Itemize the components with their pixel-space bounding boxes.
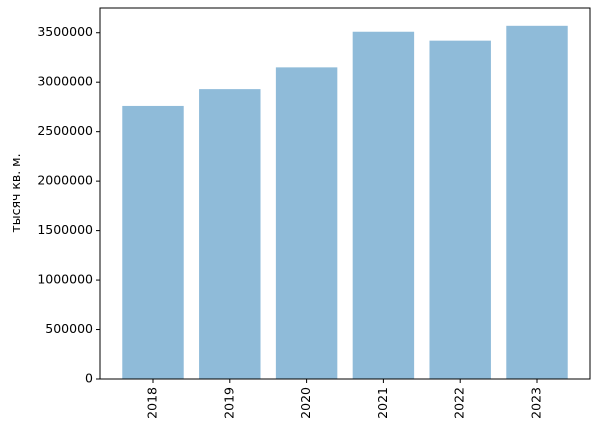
y-tick-label: 3000000: [37, 74, 93, 89]
y-tick-label: 3500000: [37, 24, 93, 39]
plot-frame: [99, 7, 591, 380]
bar: [122, 105, 184, 379]
y-axis-label: тысяч кв. м.: [8, 153, 23, 232]
bar: [199, 89, 261, 379]
x-tick-label: 2021: [375, 387, 390, 419]
y-tick-label: 1500000: [37, 222, 93, 237]
y-tick-label: 2000000: [37, 173, 93, 188]
bar: [429, 40, 491, 379]
x-tick-label: 2023: [529, 387, 544, 419]
x-tick-label: 2022: [452, 387, 467, 419]
y-tick-label: 500000: [45, 321, 93, 336]
y-tick-label: 2500000: [37, 123, 93, 138]
x-tick-label: 2020: [298, 387, 313, 419]
y-tick-label: 1000000: [37, 272, 93, 287]
bar: [275, 67, 338, 380]
bar: [506, 25, 568, 379]
bar: [352, 31, 415, 380]
y-tick-label: 0: [85, 371, 93, 386]
x-tick-label: 2019: [221, 387, 236, 419]
x-tick-label: 2018: [144, 387, 159, 419]
